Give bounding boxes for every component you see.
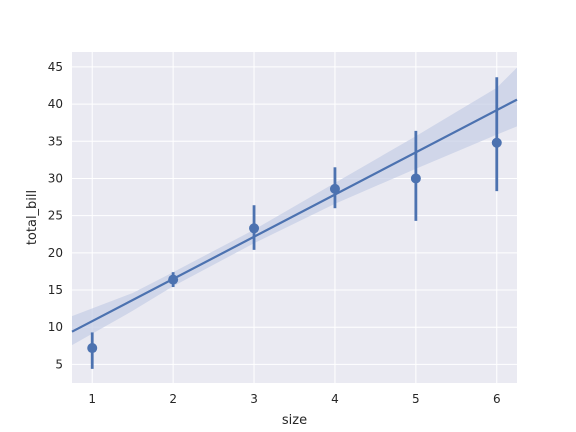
y-tick-label: 40 — [48, 97, 63, 111]
confidence-band-area — [72, 67, 517, 346]
y-tick-label: 5 — [55, 357, 63, 371]
data-point — [87, 343, 98, 354]
x-tick-label: 6 — [493, 392, 501, 406]
y-tick-label: 20 — [48, 246, 63, 260]
y-tick-label: 10 — [48, 320, 63, 334]
confidence-band — [72, 67, 517, 346]
data-point — [168, 274, 179, 285]
y-tick-label: 15 — [48, 283, 63, 297]
y-tick-label: 45 — [48, 60, 63, 74]
y-tick-label: 35 — [48, 134, 63, 148]
x-tick-label: 1 — [88, 392, 96, 406]
x-tick-label: 5 — [412, 392, 420, 406]
x-tick-label: 2 — [169, 392, 177, 406]
data-point — [329, 183, 340, 194]
x-axis-label: size — [282, 413, 307, 428]
data-points — [87, 137, 502, 354]
regression-line-group — [71, 98, 518, 333]
x-tick-label: 3 — [250, 392, 258, 406]
y-tick-labels: 5 10 15 20 25 30 35 40 45 — [48, 60, 63, 372]
regression-line — [71, 98, 518, 333]
data-point — [410, 173, 421, 184]
y-tick-label: 30 — [48, 171, 63, 185]
data-point — [249, 223, 260, 234]
y-tick-label: 25 — [48, 209, 63, 223]
y-axis-label: total_bill — [25, 190, 40, 245]
data-point — [491, 137, 502, 148]
x-tick-label: 4 — [331, 392, 339, 406]
x-tick-labels: 1 2 3 4 5 6 — [88, 392, 500, 406]
